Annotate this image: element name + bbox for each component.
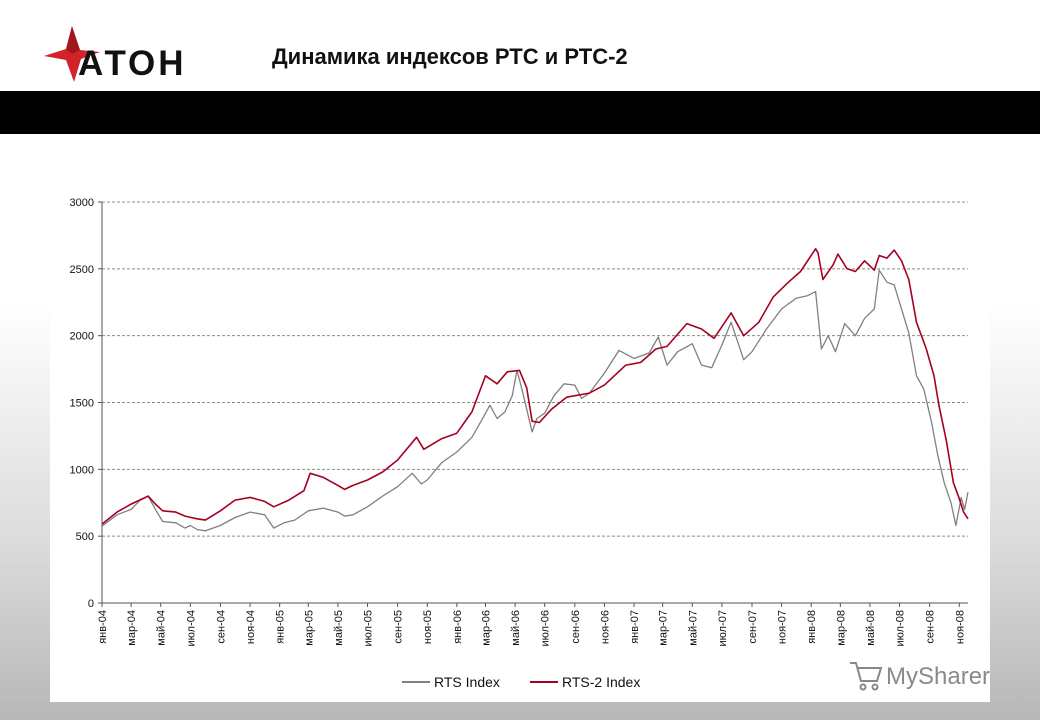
- cart-icon: [850, 662, 883, 691]
- legend: RTS Index RTS-2 Index: [402, 674, 640, 690]
- x-tick-label: июл-07: [717, 610, 729, 646]
- x-tick-label: сен-07: [747, 610, 759, 644]
- legend-label: RTS-2 Index: [562, 674, 640, 690]
- x-tick-label: июл-04: [185, 610, 197, 646]
- x-tick-label: янв-04: [97, 610, 109, 644]
- x-tick-label: май-04: [156, 610, 168, 646]
- x-tick-label: сен-06: [570, 610, 582, 644]
- logo-text: АТОН: [78, 44, 187, 82]
- line-chart: 0 500 1000 1500 2000 2500 3000 янв-04 мар-04 май…: [70, 197, 969, 690]
- x-tick-label: июл-05: [363, 610, 375, 646]
- x-tick-label: июл-06: [540, 610, 552, 646]
- legend-label: RTS Index: [434, 674, 500, 690]
- x-tick-label: ноя-04: [245, 610, 257, 644]
- x-tick-label: сен-05: [393, 610, 405, 644]
- y-tick-label: 2500: [70, 264, 94, 276]
- watermark-mark: MySharer: [850, 662, 990, 691]
- header-bar: [0, 91, 1040, 134]
- x-tick-label: ноя-08: [954, 610, 966, 644]
- x-tick-label: мар-07: [658, 610, 670, 646]
- y-tick-label: 3000: [70, 197, 94, 209]
- x-tick-label: июл-08: [895, 610, 907, 646]
- x-tick-label: янв-08: [806, 610, 818, 644]
- x-tick-label: ноя-06: [599, 610, 611, 644]
- series-lines: [101, 248, 969, 532]
- x-tick-label: май-08: [865, 610, 877, 646]
- x-tick-label: янв-06: [452, 610, 464, 644]
- aton-logo-mark: АТОН: [44, 26, 187, 83]
- page-title: Динамика индексов РТС и РТС-2: [272, 44, 628, 69]
- x-tick-label: ноя-07: [777, 610, 789, 644]
- x-tick-label: янв-07: [629, 610, 641, 644]
- y-tick-label: 2000: [70, 331, 94, 343]
- x-tick-label: сен-04: [215, 610, 227, 644]
- x-tick-label: мар-05: [303, 610, 315, 646]
- y-tick-label: 1000: [70, 464, 94, 476]
- y-tick-label: 500: [76, 531, 94, 543]
- x-tick-label: янв-05: [275, 610, 287, 644]
- watermark-text: MySharer: [886, 663, 990, 690]
- series-line-rts: [101, 269, 969, 532]
- x-axis: янв-04 мар-04 май-04 июл-04 сен-04 ноя-04 янв-…: [97, 602, 968, 646]
- x-tick-label: май-06: [510, 610, 522, 646]
- x-tick-label: май-05: [333, 610, 345, 646]
- series-line-rts2: [101, 248, 969, 525]
- y-tick-label: 1500: [70, 398, 94, 410]
- y-tick-label: 0: [88, 598, 94, 610]
- logo-dark-facet: [66, 26, 80, 54]
- company-logo: АТОН: [42, 24, 212, 83]
- x-tick-label: сен-08: [925, 610, 937, 644]
- y-axis: 0 500 1000 1500 2000 2500 3000: [70, 197, 103, 610]
- x-tick-label: ноя-05: [422, 610, 434, 644]
- x-tick-label: мар-04: [126, 610, 138, 646]
- x-tick-label: мар-08: [835, 610, 847, 646]
- chart-panel: 0 500 1000 1500 2000 2500 3000 янв-04 мар-04 май…: [50, 160, 990, 702]
- x-tick-label: мар-06: [480, 610, 492, 646]
- grid-lines: [102, 201, 968, 537]
- watermark: MySharer: [846, 654, 1016, 694]
- x-tick-label: май-07: [687, 610, 699, 646]
